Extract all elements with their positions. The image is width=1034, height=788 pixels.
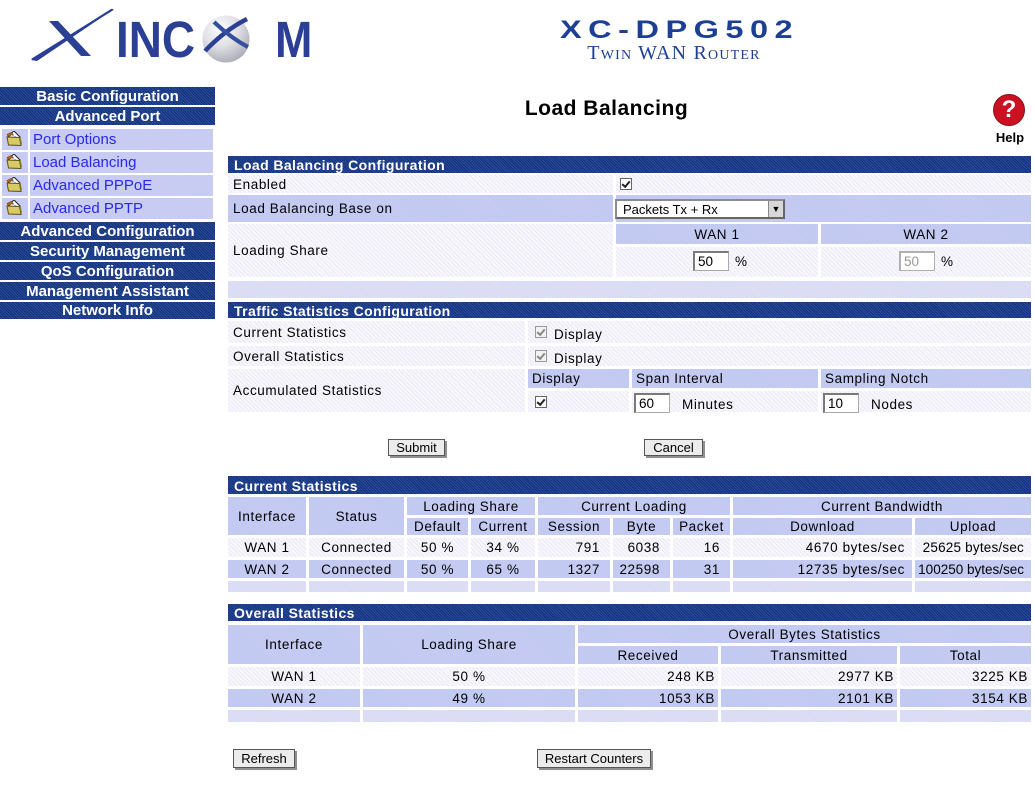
svg-text:M: M (275, 12, 312, 68)
svg-text:INC: INC (116, 12, 195, 69)
